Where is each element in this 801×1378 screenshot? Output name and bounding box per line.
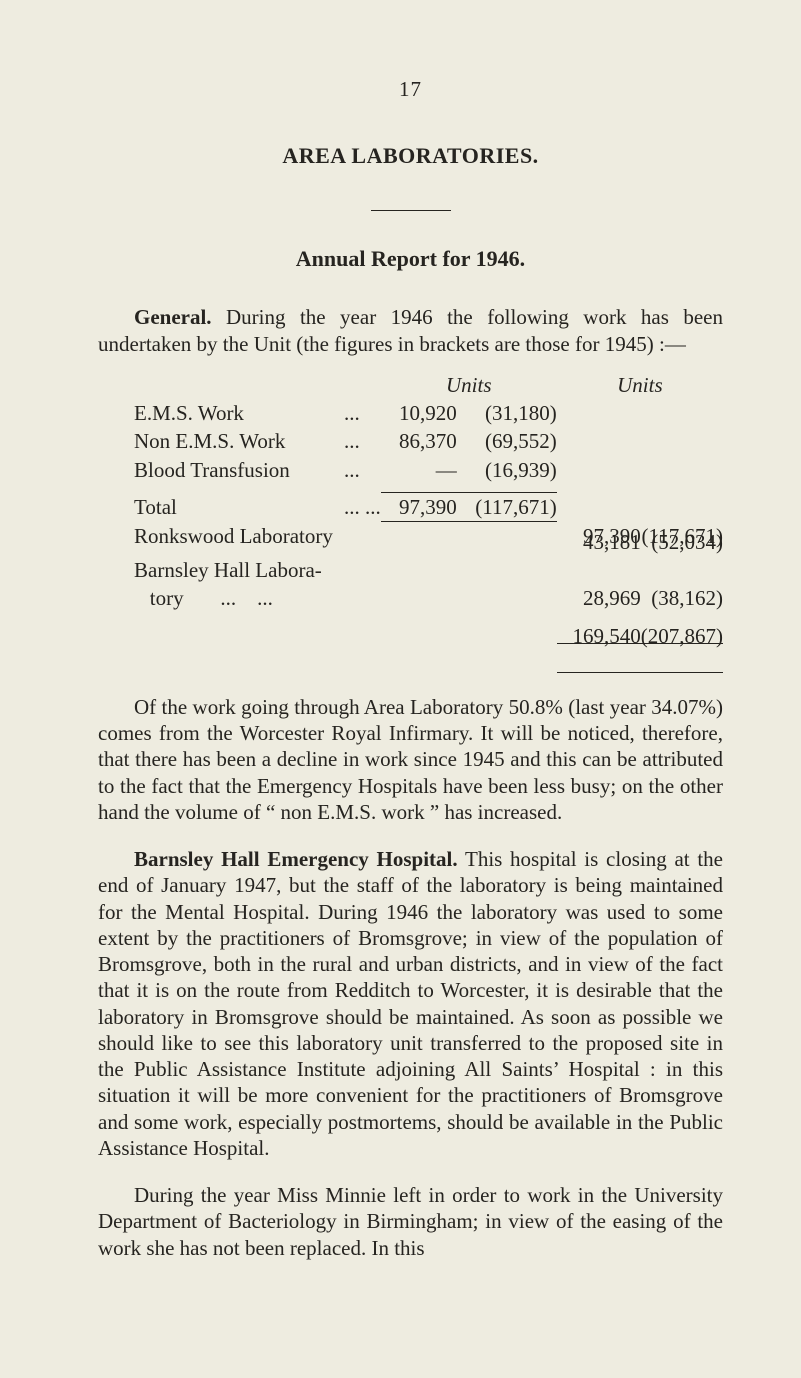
row-n1: — (381, 456, 457, 484)
ronks-n2: 43,181 (557, 528, 641, 556)
table-row: Units Units (134, 371, 723, 399)
row-dots: ... (344, 399, 381, 427)
table-row (134, 613, 723, 622)
para-general: General. During the year 1946 the follow… (98, 304, 723, 357)
section-title: AREA LABORATORIES. (98, 142, 723, 170)
row-label: Non E.M.S. Work (134, 427, 344, 455)
barnsley-label-1: Barnsley Hall Labora- (134, 556, 557, 584)
table-row: 43,181 (52,034) (134, 528, 723, 556)
total-b1: (117,671) (457, 492, 557, 521)
rule-under-title (371, 210, 451, 211)
para-3-text: This hospital is closing at the end of J… (98, 847, 723, 1160)
total-n1: 97,390 (381, 492, 457, 521)
table-row: Blood Transfusion ... — (16,939) (134, 456, 723, 484)
grand-n2: 169,540 (557, 621, 641, 650)
run-in-heading-general: General. (134, 305, 212, 329)
barnsley-n2: 28,969 (557, 584, 641, 612)
sub-title: Annual Report for 1946. (98, 245, 723, 273)
figures-block: Units Units E.M.S. Work ... 10,920 (31,1… (134, 371, 723, 673)
row-label: Blood Transfusion (134, 456, 344, 484)
table-row: 169,540 (207,867) (134, 621, 723, 650)
row-n1: 86,370 (381, 427, 457, 455)
units-header-right: Units (557, 371, 723, 399)
table-row: Barnsley Hall Labora- (134, 556, 723, 584)
row-dots: ... (344, 427, 381, 455)
row-label: E.M.S. Work (134, 399, 344, 427)
row-dots: ... (344, 456, 381, 484)
page-number: 17 (98, 76, 723, 102)
total-label: Total (134, 492, 344, 521)
para-2: Of the work going through Area Laborator… (98, 694, 723, 825)
table-row: Non E.M.S. Work ... 86,370 (69,552) (134, 427, 723, 455)
row-b1: (31,180) (457, 399, 557, 427)
ronks-b2: (52,034) (641, 528, 723, 556)
table-row (134, 484, 723, 493)
table-row: Total ... ... 97,390 (117,671) (134, 492, 723, 521)
grand-b2: (207,867) (641, 621, 723, 650)
table-row: tory ... ... 28,969 (38,162) (134, 584, 723, 612)
barnsley-label-2: tory ... ... (134, 584, 557, 612)
barnsley-b2: (38,162) (641, 584, 723, 612)
row-n1: 10,920 (381, 399, 457, 427)
units-header-left: Units (381, 371, 557, 399)
row-b1: (69,552) (457, 427, 557, 455)
para-4: During the year Miss Minnie left in orde… (98, 1182, 723, 1261)
table-row: E.M.S. Work ... 10,920 (31,180) (134, 399, 723, 427)
row-b1: (16,939) (457, 456, 557, 484)
figures-table: Units Units E.M.S. Work ... 10,920 (31,1… (134, 371, 723, 673)
run-in-heading-barnsley: Barnsley Hall Emergency Hospital. (134, 847, 458, 871)
total-dots: ... ... (344, 492, 381, 521)
para-3: Barnsley Hall Emergency Hospital. This h… (98, 846, 723, 1161)
